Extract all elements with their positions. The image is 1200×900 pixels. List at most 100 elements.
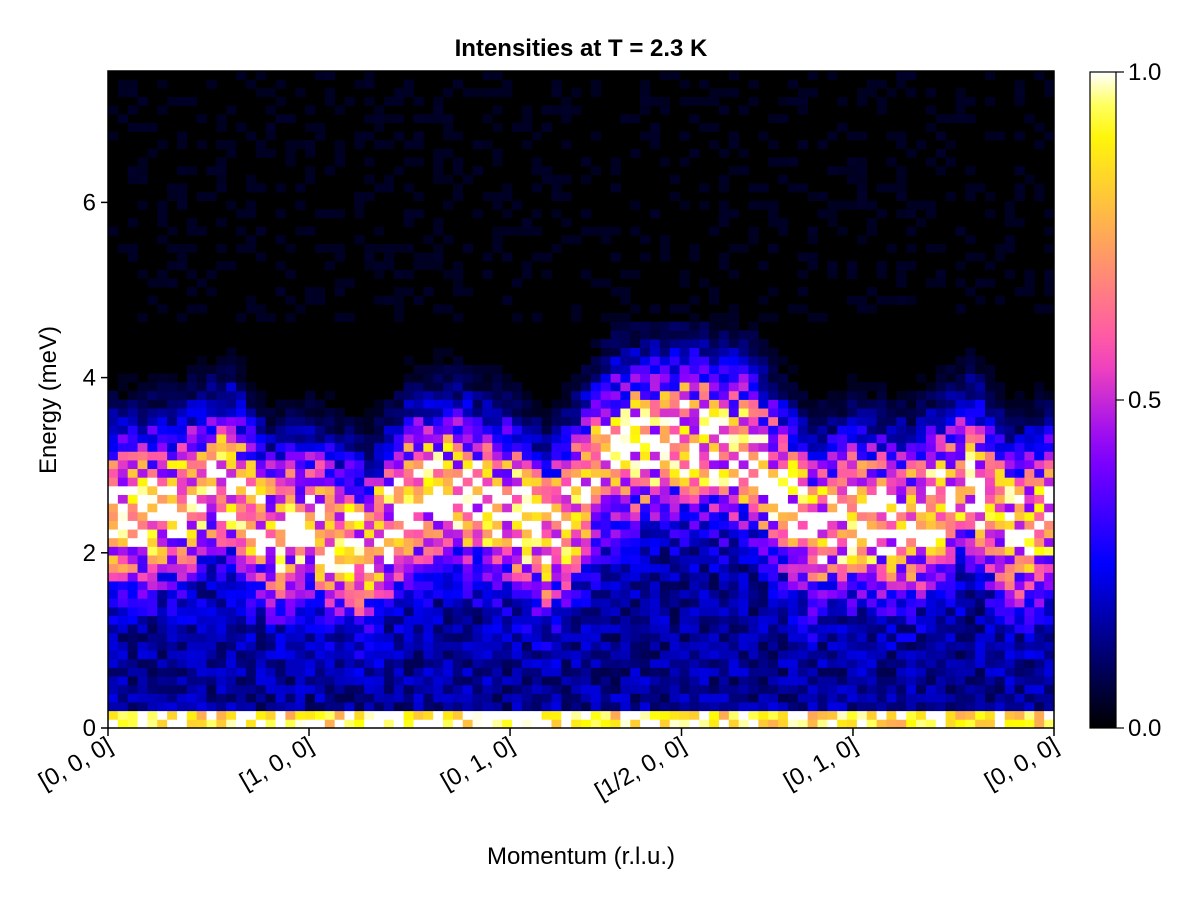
heatmap-cell	[935, 399, 946, 409]
heatmap-cell	[590, 641, 602, 651]
heatmap-cell	[728, 269, 740, 279]
heatmap-cell	[216, 364, 227, 374]
heatmap-cell	[443, 511, 454, 521]
heatmap-cell	[758, 650, 769, 660]
heatmap-cell	[1014, 581, 1025, 591]
heatmap-cell	[196, 719, 207, 729]
heatmap-cell	[443, 529, 454, 539]
heatmap-cell	[581, 390, 592, 400]
heatmap-cell	[226, 460, 237, 470]
heatmap-cell	[787, 477, 799, 487]
heatmap-cell	[886, 650, 897, 660]
heatmap-cell	[856, 200, 868, 210]
heatmap-cell	[896, 390, 907, 400]
heatmap-cell	[758, 295, 769, 305]
heatmap-cell	[492, 477, 503, 487]
heatmap-cell	[600, 356, 611, 366]
heatmap-cell	[541, 537, 552, 547]
heatmap-cell	[590, 589, 602, 599]
heatmap-cell	[807, 702, 818, 712]
heatmap-cell	[728, 710, 740, 720]
heatmap-cell	[856, 511, 868, 521]
heatmap-cell	[108, 546, 119, 556]
heatmap-cell	[236, 434, 247, 444]
heatmap-cell	[551, 434, 562, 444]
heatmap-cell	[364, 581, 375, 591]
heatmap-cell	[778, 589, 789, 599]
heatmap-cell	[620, 693, 631, 703]
heatmap-cell	[679, 434, 690, 444]
heatmap-cell	[817, 451, 828, 461]
heatmap-cell	[600, 589, 611, 599]
heatmap-cell	[738, 148, 749, 158]
heatmap-cell	[305, 399, 316, 409]
heatmap-cell	[334, 615, 345, 625]
heatmap-cell	[374, 261, 385, 271]
heatmap-cell	[689, 546, 700, 556]
heatmap-cell	[393, 451, 405, 461]
heatmap-cell	[945, 511, 956, 521]
heatmap-cell	[334, 477, 345, 487]
heatmap-cell	[265, 434, 276, 444]
heatmap-cell	[374, 477, 385, 487]
heatmap-cell	[245, 209, 257, 219]
heatmap-cell	[482, 606, 493, 617]
heatmap-cell	[896, 166, 907, 176]
heatmap-cell	[147, 416, 158, 426]
heatmap-cell	[551, 460, 562, 470]
heatmap-cell	[1034, 485, 1045, 495]
heatmap-cell	[314, 581, 326, 591]
heatmap-cell	[443, 632, 454, 642]
heatmap-cell	[157, 468, 168, 478]
heatmap-cell	[275, 183, 286, 193]
heatmap-cell	[718, 252, 730, 262]
heatmap-cell	[127, 494, 138, 504]
heatmap-cell	[649, 304, 661, 314]
y-axis-label: Energy (meV)	[35, 326, 62, 474]
heatmap-cell	[718, 183, 730, 193]
heatmap-cell	[1044, 503, 1055, 513]
heatmap-cell	[709, 408, 720, 418]
heatmap-cell	[236, 563, 247, 573]
heatmap-cell	[443, 598, 454, 608]
heatmap-cell	[916, 485, 927, 495]
heatmap-cell	[945, 399, 956, 409]
heatmap-cell	[965, 632, 976, 642]
heatmap-cell	[847, 676, 858, 686]
heatmap-cell	[541, 460, 552, 470]
heatmap-cell	[403, 373, 414, 383]
heatmap-cell	[965, 702, 976, 712]
heatmap-cell	[482, 641, 493, 651]
heatmap-cell	[531, 485, 542, 495]
heatmap-cell	[531, 503, 542, 513]
heatmap-cell	[581, 546, 592, 556]
heatmap-cell	[531, 710, 542, 720]
heatmap-cell	[531, 632, 542, 642]
heatmap-cell	[531, 572, 542, 582]
heatmap-cell	[334, 693, 345, 703]
heatmap-cell	[423, 416, 434, 426]
heatmap-cell	[847, 451, 858, 461]
heatmap-cell	[669, 390, 680, 400]
heatmap-cell	[492, 71, 503, 81]
heatmap-cell	[531, 563, 542, 573]
heatmap-cell	[403, 710, 414, 720]
heatmap-cell	[561, 503, 572, 513]
heatmap-cell	[709, 382, 720, 392]
heatmap-cell	[916, 632, 927, 642]
heatmap-cell	[167, 485, 178, 495]
heatmap-cell	[551, 650, 562, 660]
heatmap-cell	[393, 416, 405, 426]
heatmap-cell	[689, 330, 700, 340]
heatmap-cell	[1034, 537, 1045, 547]
heatmap-cell	[561, 140, 572, 150]
heatmap-cell	[314, 442, 326, 452]
heatmap-cell	[492, 503, 503, 513]
heatmap-cell	[502, 658, 513, 668]
heatmap-cell	[551, 79, 562, 89]
heatmap-cell	[255, 408, 267, 418]
heatmap-cell	[137, 468, 148, 478]
heatmap-cell	[787, 434, 799, 444]
heatmap-cell	[886, 408, 897, 418]
heatmap-cell	[876, 606, 887, 617]
